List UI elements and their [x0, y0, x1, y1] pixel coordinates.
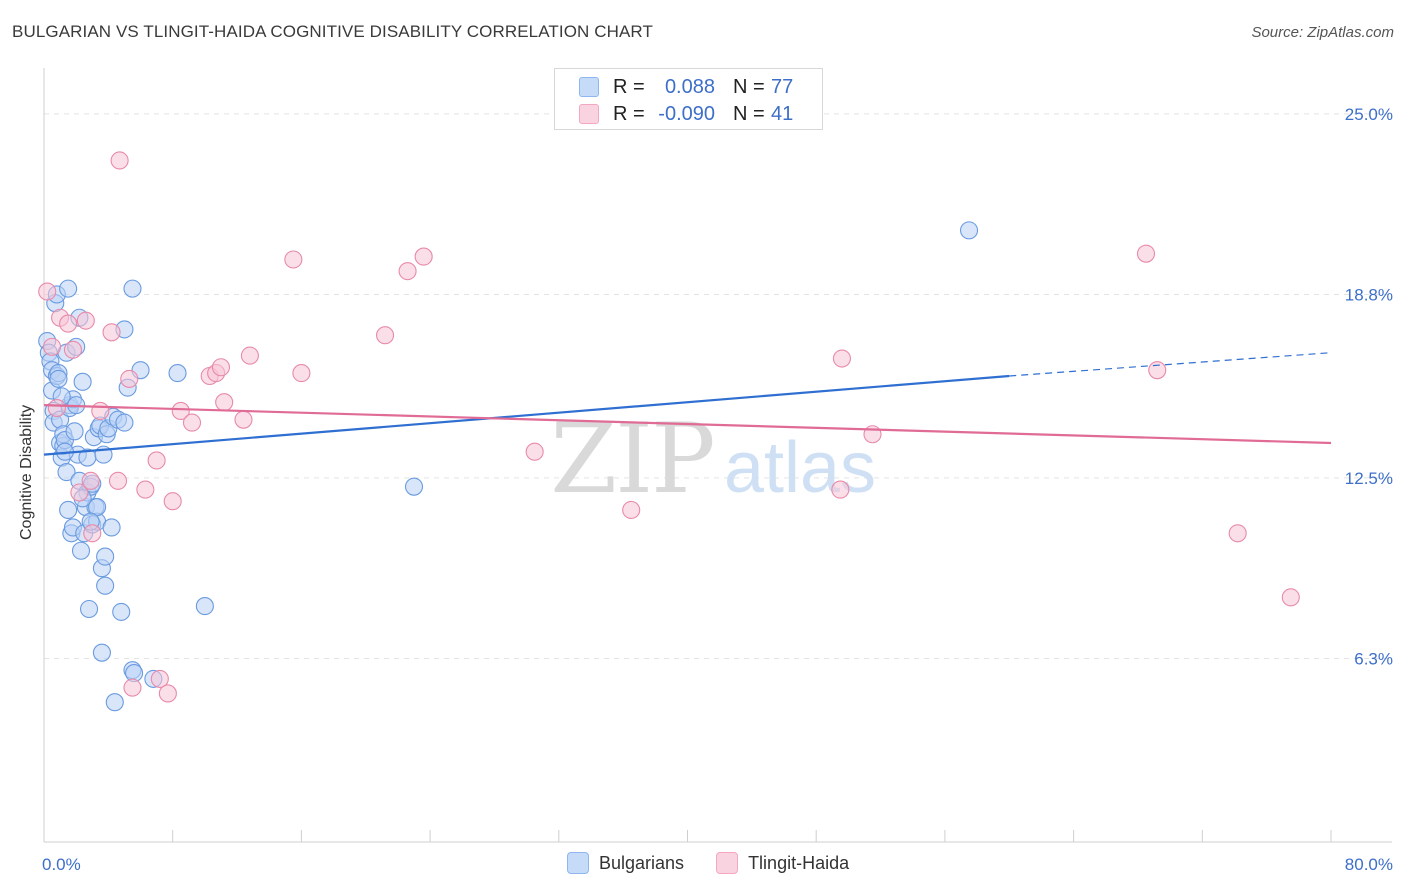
x-tick-label-max: 80.0% [1345, 855, 1393, 874]
trend-lines [43, 352, 1332, 456]
data-point [1228, 524, 1247, 543]
legend-label-bulgarians: Bulgarians [599, 852, 685, 873]
legend-swatch-tlingit-haida [579, 104, 599, 124]
data-point [83, 524, 102, 543]
data-point [123, 678, 142, 697]
data-point [102, 323, 121, 342]
chart-title: BULGARIAN VS TLINGIT-HAIDA COGNITIVE DIS… [12, 22, 653, 41]
legend-r-label: R = [613, 102, 645, 125]
legend-swatch-bulgarians [567, 852, 589, 874]
series-legend: Bulgarians Tlingit-Haida [567, 852, 881, 874]
legend-item-tlingit-haida: Tlingit-Haida [716, 852, 849, 874]
data-point [404, 477, 424, 496]
data-point [42, 337, 62, 356]
trend-line-bulgarians [43, 374, 1010, 456]
legend-row-tlingit-haida: R = -0.090 N = 41 [579, 101, 793, 127]
y-tick-label: 25.0% [1345, 105, 1393, 124]
legend-r-value: -0.090 [658, 102, 715, 125]
data-point [71, 541, 91, 560]
axes [43, 68, 1392, 843]
data-point [96, 547, 115, 566]
data-point [105, 693, 124, 712]
data-point [182, 413, 202, 432]
data-point [92, 643, 111, 662]
data-point [376, 326, 395, 345]
data-point [108, 471, 128, 490]
data-point [234, 410, 253, 429]
data-point [112, 602, 131, 621]
watermark: ZIP atlas [550, 403, 876, 515]
legend-label-tlingit-haida: Tlingit-Haida [748, 852, 850, 873]
data-point [49, 369, 68, 388]
watermark-atlas: atlas [724, 428, 876, 508]
correlation-legend: R = 0.088 N = 77 R = -0.090 N = 41 [554, 68, 823, 130]
legend-item-bulgarians: Bulgarians [567, 852, 684, 874]
data-point [195, 597, 214, 616]
data-point [47, 398, 66, 418]
gridlines [44, 113, 1392, 660]
legend-n-value: 41 [771, 102, 794, 125]
legend-r-value: 0.088 [664, 75, 715, 98]
data-point [59, 314, 78, 333]
y-tick-label: 18.8% [1345, 285, 1393, 304]
data-point [136, 480, 155, 499]
tick-labels: 6.3% 12.5% 18.8% 25.0% 0.0% 80.0% [42, 105, 1393, 874]
legend-n-value: 77 [771, 75, 794, 98]
data-point [1281, 588, 1300, 607]
legend-n-label: N = [733, 75, 765, 98]
data-point [59, 500, 78, 520]
data-point [123, 279, 142, 298]
data-point [171, 401, 190, 420]
data-point [81, 471, 100, 490]
data-point [96, 576, 115, 595]
data-point [284, 250, 303, 269]
data-point [525, 442, 544, 461]
data-point [70, 483, 89, 502]
data-point [240, 346, 259, 365]
data-point [59, 279, 78, 298]
data-point [73, 372, 92, 391]
data-point [63, 340, 83, 359]
data-point [79, 599, 99, 619]
data-point [211, 358, 231, 377]
data-point [158, 684, 177, 703]
data-point [831, 480, 850, 499]
data-point [65, 422, 84, 441]
trend-line-bulgarians-extension [1009, 352, 1332, 377]
data-point [959, 221, 979, 240]
legend-swatch-tlingit-haida [716, 852, 739, 874]
x-tick-label-min: 0.0% [42, 855, 81, 874]
data-point [91, 401, 110, 420]
data-point [115, 413, 134, 432]
data-point [168, 364, 187, 383]
tlingit-haida-points [38, 151, 1300, 703]
data-point [147, 451, 166, 470]
legend-n-label: N = [733, 102, 765, 125]
data-point [110, 151, 129, 170]
data-point [1148, 361, 1167, 380]
y-tick-label: 12.5% [1345, 469, 1393, 488]
legend-r-label: R = [613, 75, 645, 98]
legend-swatch-bulgarians [579, 77, 599, 97]
data-point [76, 311, 95, 330]
data-point [163, 492, 182, 511]
data-point [150, 669, 169, 688]
data-point [102, 518, 121, 537]
data-point [120, 369, 139, 388]
trend-line-tlingit-haida [43, 404, 1332, 445]
data-point [215, 393, 234, 412]
data-point [832, 349, 851, 368]
source-label: Source: ZipAtlas.com [1251, 24, 1394, 41]
data-point [57, 463, 76, 482]
data-point [292, 364, 311, 383]
data-point [622, 500, 641, 520]
data-point [398, 262, 417, 281]
data-point [1136, 244, 1156, 263]
y-tick-label: 6.3% [1354, 650, 1393, 669]
legend-row-bulgarians: R = 0.088 N = 77 [579, 74, 793, 100]
data-point [38, 282, 57, 301]
data-point [414, 247, 433, 266]
